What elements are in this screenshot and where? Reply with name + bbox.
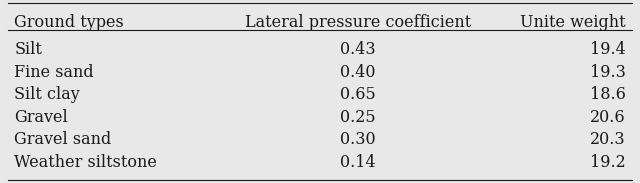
Text: 18.6: 18.6	[590, 86, 626, 103]
Text: 19.4: 19.4	[590, 41, 626, 58]
Text: 19.2: 19.2	[590, 154, 626, 171]
Text: 0.40: 0.40	[340, 64, 376, 81]
Text: 20.6: 20.6	[590, 109, 626, 126]
Text: Lateral pressure coefficient: Lateral pressure coefficient	[245, 14, 471, 31]
Text: Gravel sand: Gravel sand	[14, 131, 111, 148]
Text: 0.30: 0.30	[340, 131, 376, 148]
Text: Silt: Silt	[14, 41, 42, 58]
Text: 0.14: 0.14	[340, 154, 376, 171]
Text: Silt clay: Silt clay	[14, 86, 80, 103]
Text: 0.43: 0.43	[340, 41, 376, 58]
Text: Unite weight: Unite weight	[520, 14, 626, 31]
Text: 0.65: 0.65	[340, 86, 376, 103]
Text: Gravel: Gravel	[14, 109, 68, 126]
Text: 0.25: 0.25	[340, 109, 376, 126]
Text: Fine sand: Fine sand	[14, 64, 93, 81]
Text: 19.3: 19.3	[590, 64, 626, 81]
Text: 20.3: 20.3	[590, 131, 626, 148]
Text: Weather siltstone: Weather siltstone	[14, 154, 157, 171]
Text: Ground types: Ground types	[14, 14, 124, 31]
